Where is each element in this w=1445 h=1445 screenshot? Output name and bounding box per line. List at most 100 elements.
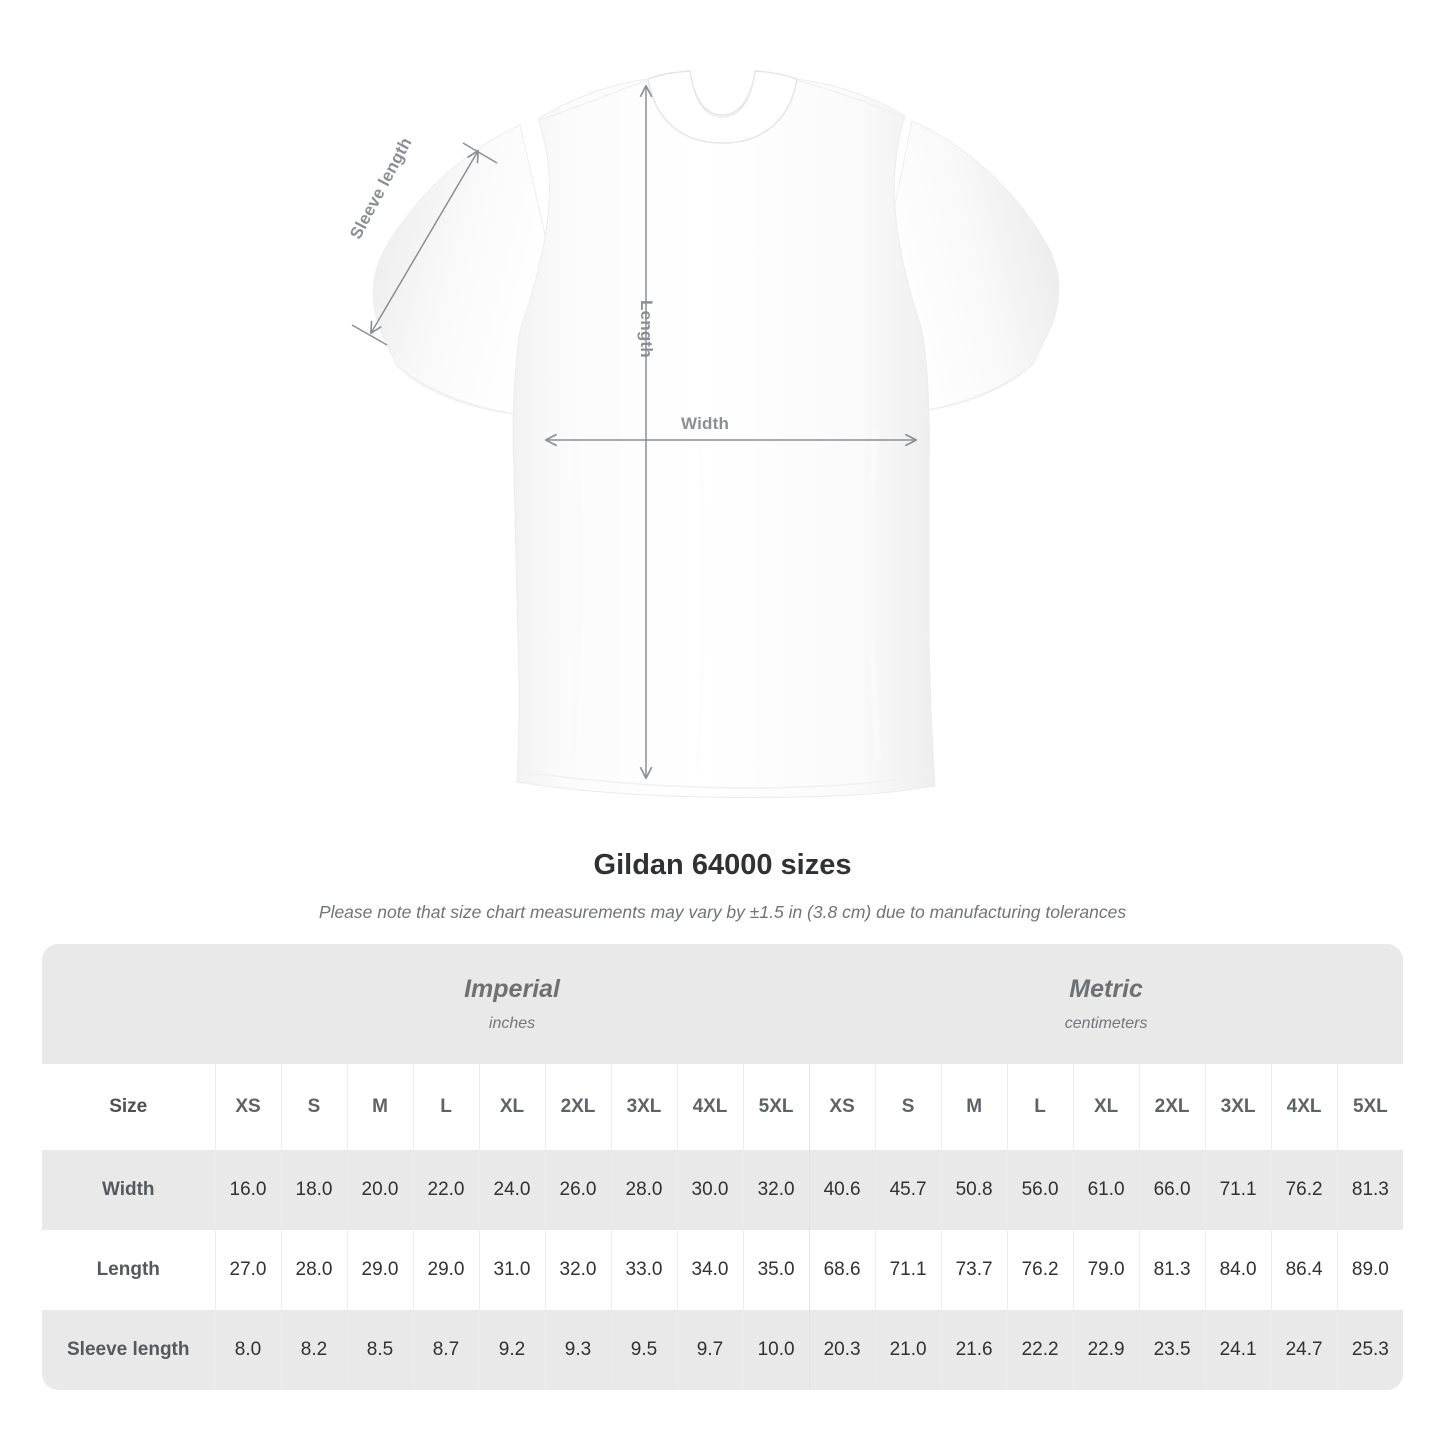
cell-imperial-3XL: 28.0 [610, 1150, 677, 1230]
size-header-row: Size XS S M L XL 2XL 3XL 4XL 5XL XS S M L XL 2XL 3XL 4XL 5… [42, 1064, 1404, 1150]
cell-imperial-L: 29.0 [412, 1230, 479, 1310]
unit-system-row: Imperial inches Metric centimeters [42, 944, 1404, 1064]
cell-metric-XL: 79.0 [1072, 1230, 1140, 1310]
fabric-fold [569, 429, 583, 761]
tshirt-illustration [351, 70, 1060, 798]
cell-metric-2XL: 23.5 [1138, 1310, 1206, 1390]
cell-imperial-M: 8.5 [346, 1310, 413, 1390]
cell-metric-M: 73.7 [940, 1230, 1008, 1310]
cell-metric-XL: 61.0 [1072, 1150, 1140, 1230]
cell-metric-3XL: 24.1 [1204, 1310, 1272, 1390]
neck-inner-line [689, 70, 756, 118]
bottom-hem [516, 770, 935, 789]
tolerance-note: Please note that size chart measurements… [318, 902, 1127, 922]
cell-imperial-4XL: 9.7 [676, 1310, 743, 1390]
size-header-imperial-M[interactable]: M [346, 1064, 413, 1150]
cell-imperial-4XL: 30.0 [676, 1150, 743, 1230]
cell-imperial-5XL: 32.0 [742, 1150, 810, 1230]
size-header-imperial-4XL[interactable]: 4XL [676, 1064, 743, 1150]
cell-imperial-2XL: 9.3 [544, 1310, 611, 1390]
size-header-imperial-3XL[interactable]: 3XL [610, 1064, 677, 1150]
cell-metric-L: 56.0 [1006, 1150, 1074, 1230]
row-label: Length [42, 1230, 215, 1310]
fabric-fold [695, 449, 706, 771]
cell-metric-5XL: 81.3 [1336, 1150, 1404, 1230]
size-header-imperial-XL[interactable]: XL [478, 1064, 545, 1150]
size-header-metric-L[interactable]: L [1006, 1064, 1074, 1150]
cell-metric-L: 76.2 [1006, 1230, 1074, 1310]
cell-imperial-3XL: 33.0 [610, 1230, 677, 1310]
left-shoulder-seam [539, 79, 649, 121]
cell-imperial-XS: 16.0 [214, 1150, 281, 1230]
unit-subtitle: centimeters [1064, 1014, 1148, 1032]
cell-imperial-5XL: 10.0 [742, 1310, 810, 1390]
size-header-imperial-5XL[interactable]: 5XL [742, 1064, 810, 1150]
unit-name: Imperial [464, 974, 560, 1003]
cell-imperial-XS: 8.0 [214, 1310, 281, 1390]
cell-metric-XS: 40.6 [808, 1150, 876, 1230]
size-header-imperial-XS[interactable]: XS [214, 1064, 281, 1150]
size-header-metric-2XL[interactable]: 2XL [1138, 1064, 1206, 1150]
unit-cell-imperial: Imperial inches [215, 944, 810, 1064]
size-header-imperial-2XL[interactable]: 2XL [544, 1064, 611, 1150]
size-header-metric-XS[interactable]: XS [808, 1064, 876, 1150]
size-row-label: Size [42, 1064, 215, 1150]
cell-imperial-S: 28.0 [280, 1230, 347, 1310]
cell-metric-M: 50.8 [940, 1150, 1008, 1230]
size-header-metric-4XL[interactable]: 4XL [1270, 1064, 1338, 1150]
unit-subtitle: inches [488, 1014, 536, 1032]
table-row: Length 27.0 28.0 29.0 29.0 31.0 32.0 33.0 34.0 35… [42, 1230, 1404, 1310]
size-header-metric-XL[interactable]: XL [1072, 1064, 1140, 1150]
size-header-metric-5XL[interactable]: 5XL [1336, 1064, 1404, 1150]
fabric-fold [867, 429, 881, 761]
cell-metric-4XL: 76.2 [1270, 1150, 1338, 1230]
cell-imperial-S: 18.0 [280, 1150, 347, 1230]
cell-metric-4XL: 24.7 [1270, 1310, 1338, 1390]
table-row: Width 16.0 18.0 20.0 22.0 24.0 26.0 28.0 30.0 32.… [42, 1150, 1404, 1230]
cell-imperial-L: 22.0 [412, 1150, 479, 1230]
page-title: Gildan 64000 sizes [593, 849, 852, 881]
cell-metric-XS: 68.6 [808, 1230, 876, 1310]
row-label: Sleeve length [42, 1310, 215, 1390]
measurement-arrows [351, 84, 918, 780]
cell-metric-3XL: 71.1 [1204, 1150, 1272, 1230]
cell-metric-M: 21.6 [940, 1310, 1008, 1390]
shirt-body-group [372, 70, 1060, 798]
size-header-metric-S[interactable]: S [874, 1064, 942, 1150]
cell-imperial-5XL: 35.0 [742, 1230, 810, 1310]
title-block: Gildan 64000 sizes Please note that size… [0, 845, 1445, 923]
cell-imperial-2XL: 32.0 [544, 1230, 611, 1310]
unit-row-spacer [42, 944, 215, 1064]
size-header-metric-M[interactable]: M [940, 1064, 1008, 1150]
cell-imperial-2XL: 26.0 [544, 1150, 611, 1230]
unit-name: Metric [1069, 974, 1143, 1003]
table-body: Width 16.0 18.0 20.0 22.0 24.0 26.0 28.0 30.0 32.… [42, 1150, 1404, 1390]
length-label: Length [637, 300, 656, 358]
cell-imperial-L: 8.7 [412, 1310, 479, 1390]
cell-metric-XS: 20.3 [808, 1310, 876, 1390]
table-head: Imperial inches Metric centimeters Size XS S M… [42, 944, 1404, 1150]
cell-imperial-XS: 27.0 [214, 1230, 281, 1310]
right-sleeve-hem [916, 363, 1034, 413]
cell-imperial-3XL: 9.5 [610, 1310, 677, 1390]
size-header-metric-3XL[interactable]: 3XL [1204, 1064, 1272, 1150]
cell-metric-5XL: 25.3 [1336, 1310, 1404, 1390]
cell-metric-4XL: 86.4 [1270, 1230, 1338, 1310]
cell-metric-S: 71.1 [874, 1230, 942, 1310]
cell-metric-2XL: 66.0 [1138, 1150, 1206, 1230]
cell-imperial-S: 8.2 [280, 1310, 347, 1390]
unit-cell-metric: Metric centimeters [809, 944, 1404, 1064]
table-row: Sleeve length 8.0 8.2 8.5 8.7 9.2 9.3 9.5 9.7 10.… [42, 1310, 1404, 1390]
cell-imperial-XL: 9.2 [478, 1310, 545, 1390]
cell-imperial-4XL: 34.0 [676, 1230, 743, 1310]
width-label: Width [681, 414, 730, 433]
sleeve-length-arrow [370, 149, 479, 335]
cell-imperial-M: 29.0 [346, 1230, 413, 1310]
cell-metric-3XL: 84.0 [1204, 1230, 1272, 1310]
size-header-imperial-L[interactable]: L [412, 1064, 479, 1150]
cell-imperial-XL: 31.0 [478, 1230, 545, 1310]
size-chart-table-wrapper: Imperial inches Metric centimeters Size XS S M… [42, 944, 1404, 1390]
cell-metric-XL: 22.9 [1072, 1310, 1140, 1390]
size-header-imperial-S[interactable]: S [280, 1064, 347, 1150]
size-chart-table: Imperial inches Metric centimeters Size XS S M… [42, 944, 1404, 1390]
